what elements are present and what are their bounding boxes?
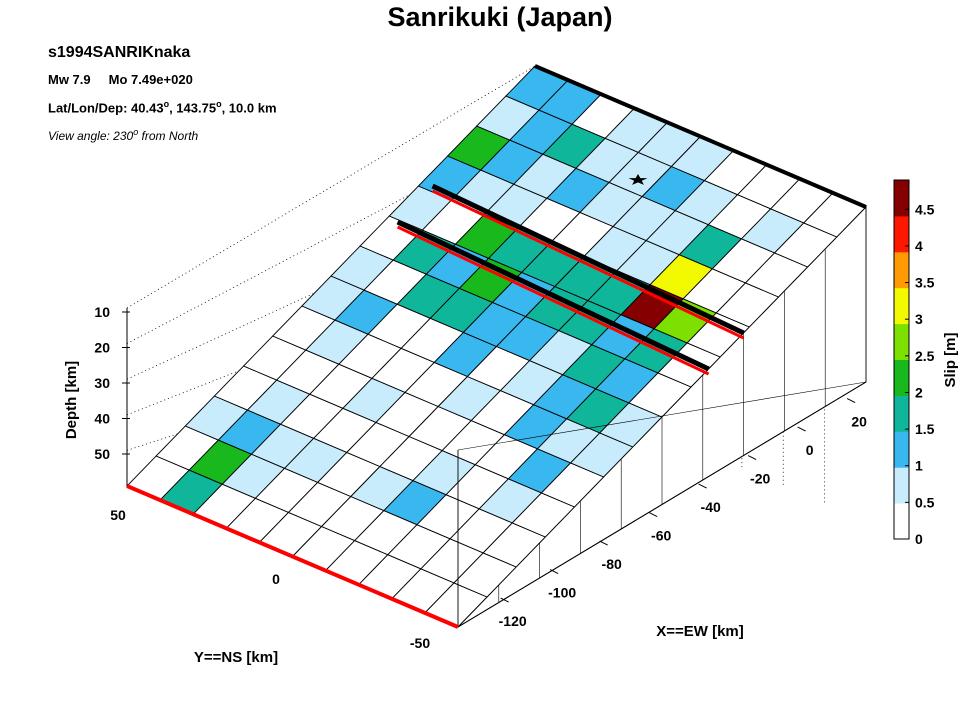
degree-mark-lon: o [216, 99, 222, 109]
location-lat: Lat/Lon/Dep: 40.43 [48, 100, 164, 116]
colorbar-tick-label: 0.5 [915, 494, 935, 510]
ew-tick [747, 455, 757, 460]
epicenter-star [628, 174, 648, 185]
location-depth: , 10.0 km [221, 100, 277, 116]
colorbar-tick-label: 4.5 [915, 201, 935, 217]
ew-tick-label: -120 [499, 613, 527, 629]
degree-mark-lat: o [163, 99, 170, 109]
colorbar-tick-label: 3.5 [915, 275, 935, 291]
colorbar-frame [893, 179, 910, 540]
colorbar-segment [894, 287, 909, 325]
ew-tick [599, 540, 608, 546]
depth-tick-label: 40 [94, 411, 110, 427]
location-lon: , 143.75 [169, 100, 217, 116]
colorbar-tick-label: 2 [915, 384, 923, 400]
event-id: s1994SANRIKnaka [48, 44, 191, 61]
depth-tick-label: 50 [94, 446, 110, 462]
ns-tick-label: 0 [272, 571, 280, 587]
ew-axis-line [457, 381, 867, 628]
fault-top-edge [534, 64, 867, 209]
colorbar-tick-label: 1.5 [915, 421, 935, 437]
rupture-line-lower-red [396, 225, 710, 376]
ew-tick-label: 0 [806, 442, 814, 458]
ew-tick [797, 426, 806, 432]
colorbar-label: Slip [m] [942, 332, 959, 387]
colorbar-segment [894, 180, 909, 217]
rupture-line-upper-red [431, 189, 745, 340]
colorbar-segment [894, 251, 909, 289]
ew-tick-label: -80 [602, 556, 622, 572]
colorbar-tick-label: 1 [915, 458, 923, 474]
colorbar-segment [894, 431, 909, 468]
view-angle-line: View angle: 230o from North [48, 127, 198, 143]
colorbar-segment [894, 323, 909, 360]
depth-tick-label: 30 [94, 375, 110, 391]
ew-tick [648, 512, 658, 517]
front-depth-edge [457, 381, 867, 451]
slip-grid [126, 65, 867, 628]
chart-title: Sanrikuki (Japan) [387, 2, 613, 32]
colorbar: 0 0.5 1 1.5 2 2.5 3 3.5 4 4.5 Slip [m] [893, 179, 959, 547]
view-angle: View angle: 230 [48, 129, 134, 143]
depth-tick-label: 20 [94, 340, 110, 356]
ns-tick-label: 50 [110, 507, 126, 523]
ew-tick-label: -100 [548, 585, 576, 601]
rupture-line-lower-black [396, 219, 710, 372]
depth-axis-label: Depth [km] [63, 361, 80, 439]
magnitude: Mw 7.9 [48, 72, 91, 87]
ew-tick-label: -40 [701, 499, 721, 515]
ew-axis-label: X==EW [km] [656, 623, 744, 640]
colorbar-segment [894, 467, 909, 504]
ew-tick-label: -20 [750, 471, 770, 487]
view-angle-suffix: from North [138, 129, 199, 143]
colorbar-tick-label: 4 [915, 238, 923, 254]
colorbar-segment [894, 503, 909, 540]
ew-tick [698, 483, 707, 489]
ns-tick-label: -50 [410, 635, 430, 651]
seismic-moment: Mo 7.49e+020 [108, 72, 193, 87]
ew-tick [500, 597, 509, 603]
axis-ticks: 10 20 30 40 50 Depth [km] 50 0 -50 Y==NS [km] 20 0 -… [63, 304, 867, 666]
ew-tick [549, 569, 559, 574]
fault-bottom-edge [126, 484, 459, 629]
colorbar-tick-label: 0 [915, 531, 923, 547]
colorbar-segment [894, 395, 909, 432]
axes-box-front [126, 64, 867, 629]
colorbar-tick-label: 3 [915, 311, 923, 327]
ew-tick-label: 20 [851, 414, 867, 430]
colorbar-tick-label: 2.5 [915, 348, 935, 364]
ew-tick [846, 398, 856, 403]
location-line: Lat/Lon/Dep: 40.43o, 143.75o, 10.0 km [48, 99, 277, 115]
colorbar-segment [894, 215, 909, 253]
ns-axis-label: Y==NS [km] [194, 649, 278, 666]
ew-tick-label: -60 [651, 528, 671, 544]
degree-mark-view: o [133, 127, 139, 137]
depth-tick-label: 10 [94, 304, 110, 320]
magnitude-line: Mw 7.9 Mo 7.49e+020 [48, 72, 193, 87]
colorbar-segment [894, 359, 909, 396]
rupture-line-upper-black [431, 183, 745, 336]
